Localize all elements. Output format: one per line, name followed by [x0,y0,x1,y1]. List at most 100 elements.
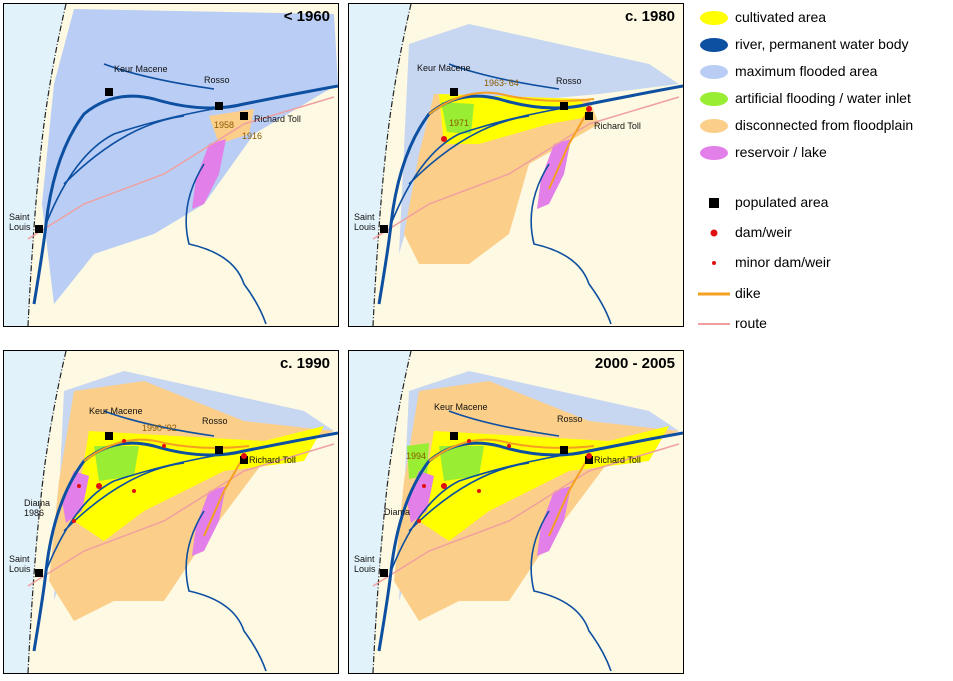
dam [586,106,592,112]
river [32,431,338,652]
populated-area [380,225,388,233]
panel-title: c. 1980 [624,8,675,25]
river [390,63,612,325]
legend-swatch [700,92,728,106]
populated-area [215,102,223,110]
place-label: Saint Louis [9,212,31,232]
legend-label: populated area [735,194,829,210]
legend-label: maximum flooded area [735,63,878,79]
minor-dam [467,439,471,443]
legend-label: route [735,315,767,331]
map-panel: 2000 - 2005 Keur Macene Rosso Richard Toll 1… [348,350,684,674]
minor-dam [477,489,481,493]
legend-label: reservoir / lake [735,144,827,160]
dam [441,483,447,489]
reservoir [62,471,89,523]
river [377,431,683,652]
ocean [4,351,66,673]
artificial-flooding [439,446,484,481]
legend-label: minor dam/weir [735,254,831,270]
legend-label: cultivated area [735,9,827,25]
map-panel: c. 1990 Keur Macene 1990-'92 Rosso Richard T… [3,350,339,674]
panel-title: 2000 - 2005 [594,355,675,372]
legend-swatch [700,38,728,52]
legend-label: river, permanent water body [735,36,909,52]
populated-area [35,569,43,577]
legend-label: dike [735,285,761,301]
place-label: Keur Macene [89,406,143,416]
map [349,4,683,326]
dam [441,136,447,142]
legend-label: disconnected from floodplain [735,117,914,133]
place-label: Rosso [557,414,583,424]
route [372,443,680,587]
place-label: Richard Toll [254,114,301,124]
flooded-area [399,24,679,254]
river [45,410,267,672]
legend-swatch [700,119,728,133]
panel-title: < 1960 [283,8,330,25]
place-label: Richard Toll [249,455,296,465]
place-label: Rosso [204,75,230,85]
place-label: 1990-'92 [142,423,177,433]
flooded-area [42,9,338,304]
ocean [4,4,66,326]
legend-symbol [709,198,719,208]
place-label: 1958 [214,120,235,130]
populated-area [585,112,593,120]
dam [241,453,247,459]
artificial-flooding [94,446,139,481]
legend-label: dam/weir [735,224,792,240]
ocean [349,4,411,326]
place-label: Richard Toll [594,121,641,131]
populated-area [105,432,113,440]
place-label: Keur Macene [114,64,168,74]
populated-area [35,225,43,233]
map-panel: < 1960 Keur Macene Rosso Richard Toll 1958 19… [3,3,339,327]
river [377,84,683,305]
place-label: Saint Louis [354,212,376,232]
minor-dam [132,489,136,493]
place-label: Saint Louis [354,554,376,574]
place-label: 1963-'64 [484,78,519,88]
legend-symbol [710,229,718,237]
populated-area [450,432,458,440]
populated-area [105,88,113,96]
legend-symbols [698,11,730,325]
place-label: Richard Toll [594,455,641,465]
map-panel: c. 1980 Keur Macene 1963-'64 Rosso Richard T… [348,3,684,327]
legend-swatch [700,146,728,160]
minor-dam [72,519,76,523]
minor-dam [422,484,426,488]
populated-area [380,569,388,577]
place-label: 1971 [449,118,470,128]
route [372,96,680,240]
minor-dam [507,444,511,448]
map [4,4,338,326]
populated-area [585,456,593,464]
river [32,84,338,305]
panel-title: c. 1990 [279,355,330,372]
place-label: Diama 1986 [24,498,51,518]
dam [586,453,592,459]
map [349,351,683,673]
minor-dam [162,444,166,448]
place-label: 1994 [406,451,427,461]
place-label: Saint Louis [9,554,31,574]
populated-area [240,112,248,120]
legend-label: artificial flooding / water inlet [735,90,911,106]
reservoir [192,139,226,209]
place-label: 1916 [242,131,263,141]
minor-dam [77,484,81,488]
populated-area [215,446,223,454]
dike [428,91,595,190]
artificial-flooding [441,102,474,134]
populated-area [560,446,568,454]
legend-swatch [700,11,728,25]
populated-area [240,456,248,464]
place-label: Diama [384,507,411,517]
river [45,63,267,325]
legend-swatch [700,65,728,79]
place-label: Keur Macene [434,402,488,412]
